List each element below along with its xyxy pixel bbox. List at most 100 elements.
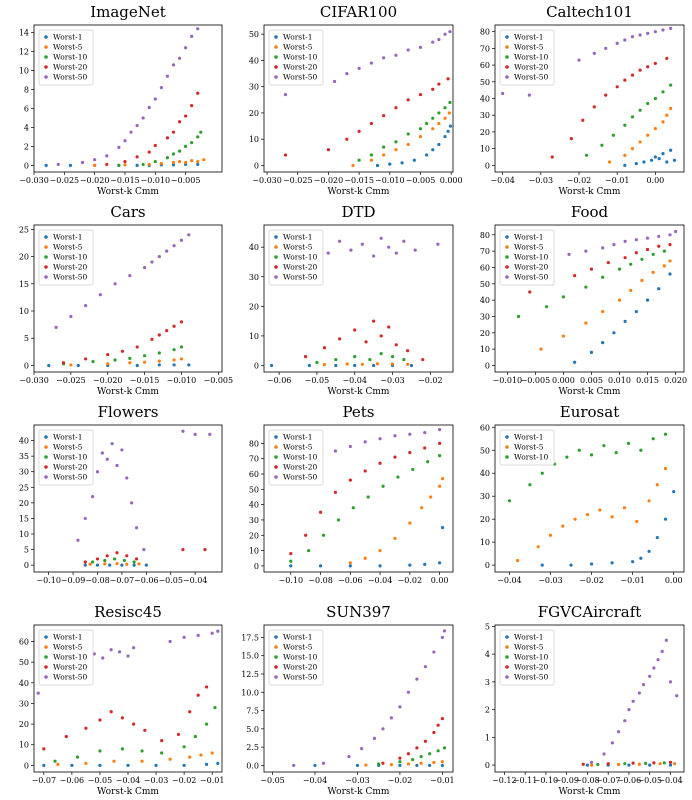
cifar100-point-worst-5: [437, 121, 441, 126]
sun397-ytick-label: 10.0: [241, 688, 259, 697]
dtd-point-worst-20: [421, 357, 425, 362]
imagenet-legend-label-worst-20: Worst-20: [53, 63, 87, 72]
eurosat-point-worst-1: [639, 556, 643, 560]
food-legend-label-worst-50: Worst-50: [514, 273, 548, 282]
dtd-point-worst-20: [364, 340, 368, 344]
cifar100-point-worst-20: [357, 129, 361, 133]
eurosat-point-worst-1: [631, 560, 635, 564]
pets-point-worst-20: [378, 461, 382, 465]
resisc45-point-worst-20: [98, 718, 102, 722]
imagenet-point-worst-50: [129, 130, 133, 134]
dtd-point-worst-5: [406, 362, 410, 366]
eurosat-point-worst-10: [540, 471, 544, 475]
imagenet-point-worst-20: [177, 120, 182, 124]
fgvcaircraft-point-worst-1: [668, 763, 673, 767]
cifar100-point-worst-50: [382, 56, 386, 60]
cars-xtick-label: −0.015: [130, 376, 160, 385]
imagenet-point-worst-20: [105, 162, 109, 167]
flowers-xtick-label: −0.07: [110, 576, 135, 585]
cifar100-point-worst-50: [369, 61, 373, 65]
resisc45-point-worst-20: [160, 739, 164, 743]
flowers-point-worst-1: [95, 563, 100, 567]
food-xtick-label: −0.005: [521, 376, 551, 385]
dtd-point-worst-50: [394, 251, 398, 255]
imagenet-point-worst-50: [184, 46, 188, 50]
cifar100-legend-marker-worst-1: [274, 35, 278, 39]
cifar100-point-worst-10: [448, 100, 452, 105]
flowers-point-worst-50: [100, 451, 104, 455]
imagenet-legend-label-worst-10: Worst-10: [53, 53, 87, 62]
dtd-point-worst-50: [372, 254, 376, 258]
imagenet-point-worst-20: [184, 114, 188, 118]
resisc45-legend-marker-worst-10: [44, 655, 48, 659]
caltech101-point-worst-20: [653, 61, 657, 66]
imagenet-point-worst-10: [153, 159, 157, 164]
caltech101-point-worst-50: [592, 51, 596, 55]
cifar100-point-worst-5: [447, 111, 451, 115]
dtd-point-worst-10: [379, 352, 383, 356]
caltech101-ytick-label: 50: [480, 78, 490, 87]
flowers-ytick-label: 0: [24, 561, 29, 570]
caltech101-point-worst-5: [661, 120, 665, 124]
dtd-point-worst-50: [387, 245, 391, 249]
food-point-worst-1: [657, 287, 661, 291]
resisc45-point-worst-50: [126, 654, 130, 658]
panel-dtd: DTD −0.06 −0.05 −0.04 −0.03 −0.02 0 10 20 30 40 Wor…: [230, 200, 461, 400]
pets-legend-marker-worst-5: [274, 445, 278, 449]
caltech101-xtick-label: 0.00: [646, 176, 664, 185]
cars-point-worst-50: [187, 233, 191, 237]
imagenet-ytick-label: 12: [19, 48, 29, 57]
fgvcaircraft-point-worst-50: [589, 760, 594, 764]
sun397-point-worst-50: [440, 635, 444, 640]
dtd-xlabel: Worst-k Cmm: [328, 387, 390, 397]
imagenet-point-worst-20: [171, 130, 176, 134]
sun397-point-worst-20: [440, 717, 444, 721]
dtd-legend-label-worst-5: Worst-5: [283, 243, 313, 252]
dtd-legend-label-worst-20: Worst-20: [283, 263, 317, 272]
sun397-point-worst-1: [355, 763, 360, 768]
fgvcaircraft-ytick-label: 5: [485, 622, 490, 631]
fgvcaircraft-point-worst-10: [662, 761, 666, 765]
imagenet-point-worst-1: [196, 162, 200, 167]
fgvcaircraft-ytick-label: 4: [485, 650, 490, 659]
imagenet-legend-marker-worst-50: [44, 75, 48, 79]
resisc45-point-worst-20: [188, 710, 192, 714]
food-point-worst-5: [539, 347, 543, 351]
food-ytick-label: 0: [485, 361, 490, 370]
cifar100-point-worst-20: [326, 148, 331, 152]
eurosat-ytick-label: 0: [485, 561, 490, 570]
cars-point-worst-50: [69, 314, 73, 319]
pets-point-worst-10: [336, 518, 341, 522]
fgvcaircraft-point-worst-50: [660, 649, 664, 653]
eurosat-legend-marker-worst-5: [505, 445, 509, 449]
cars-point-worst-5: [128, 361, 132, 365]
caltech101-point-worst-10: [653, 96, 657, 101]
fgvcaircraft-point-worst-50: [648, 674, 652, 678]
caltech101-xlabel: Worst-k Cmm: [559, 187, 621, 197]
caltech101-point-worst-10: [585, 153, 589, 157]
flowers-point-worst-50: [83, 516, 87, 521]
pets-point-worst-10: [366, 495, 370, 499]
cifar100-point-worst-50: [394, 53, 398, 57]
cars-point-worst-5: [179, 357, 184, 361]
cifar100-point-worst-1: [446, 129, 450, 133]
cars-xtick-label: −0.010: [167, 376, 197, 385]
food-point-worst-5: [651, 270, 655, 274]
sun397-ytick-label: 5.0: [246, 725, 259, 734]
caltech101-point-worst-1: [634, 162, 638, 166]
eurosat-point-worst-10: [663, 432, 668, 436]
cars-plot-frame: [33, 224, 223, 373]
eurosat-point-worst-10: [614, 450, 618, 455]
cars-point-worst-20: [106, 352, 110, 357]
flowers-point-worst-20: [105, 554, 109, 558]
imagenet-point-worst-10: [171, 152, 176, 156]
eurosat-point-worst-1: [647, 549, 651, 553]
caltech101-legend-label-worst-50: Worst-50: [514, 73, 548, 82]
caltech101-point-worst-20: [569, 136, 573, 141]
cars-point-worst-5: [142, 360, 147, 364]
cars-ytick-label: 10: [19, 307, 29, 316]
sun397-point-worst-20: [415, 746, 419, 750]
resisc45-legend-label-worst-20: Worst-20: [53, 663, 87, 672]
fgvcaircraft-point-worst-10: [596, 762, 600, 767]
